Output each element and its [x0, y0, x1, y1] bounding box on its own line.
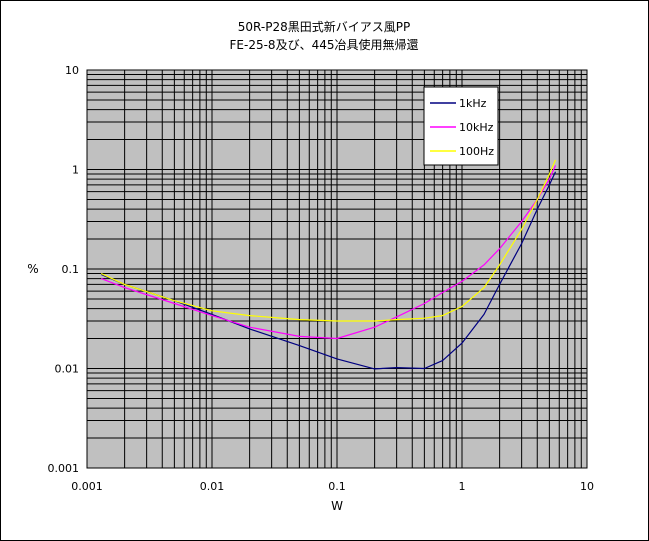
y-tick-label: 0.01: [55, 363, 80, 376]
series-line-1kHz: [100, 171, 557, 370]
y-tick-label: 1: [72, 164, 79, 177]
x-tick-label: 1: [459, 480, 466, 493]
x-axis-label: W: [331, 499, 343, 513]
chart-title-line-1: 50R-P28黒田式新バイアス風PP: [238, 19, 410, 34]
legend-label: 1kHz: [459, 97, 487, 110]
y-tick-label: 0.1: [62, 263, 80, 276]
legend-label: 100Hz: [459, 145, 494, 158]
x-tick-label: 0.001: [71, 480, 103, 493]
legend-label: 10kHz: [459, 121, 494, 134]
y-axis-label: %: [27, 262, 38, 276]
y-tick-label: 0.001: [48, 462, 80, 475]
legend-box: [423, 86, 499, 166]
plot-border: [86, 69, 588, 469]
series-line-10kHz: [100, 165, 557, 340]
x-tick-label: 0.01: [200, 480, 225, 493]
x-tick-label: 0.1: [328, 480, 346, 493]
series-line-100Hz: [100, 159, 557, 322]
chart-title-line-2: FE-25-8及び、445冶具使用無帰還: [230, 37, 419, 52]
x-tick-label: 10: [580, 480, 594, 493]
y-tick-label: 10: [65, 64, 79, 77]
